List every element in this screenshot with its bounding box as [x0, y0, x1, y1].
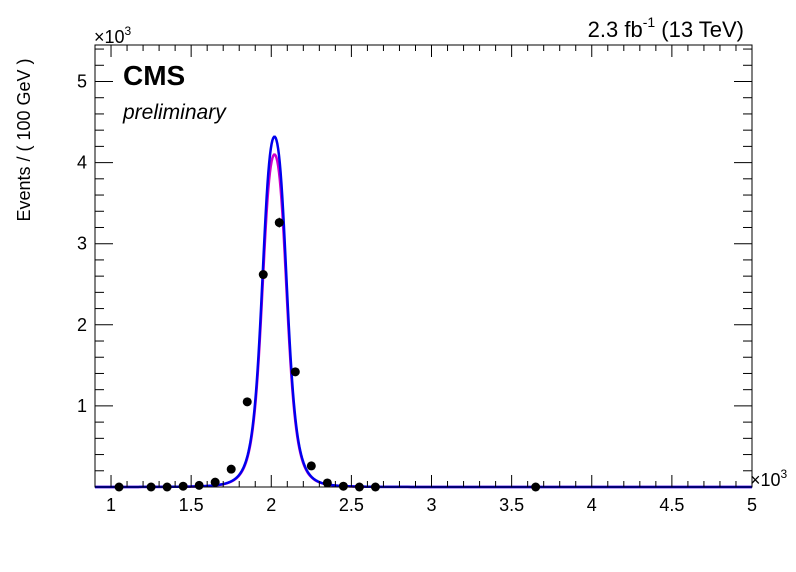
lumi-label: 2.3 fb-1 (13 TeV) — [588, 14, 744, 42]
fit-curve — [95, 153, 752, 489]
y-tick-label: 3 — [77, 234, 87, 254]
data-point — [178, 481, 188, 491]
lumi-suffix: (13 TeV) — [655, 17, 744, 42]
y-tick-label: 4 — [77, 153, 87, 173]
data-point — [290, 367, 300, 377]
data-point — [242, 397, 252, 407]
plot-frame — [94, 44, 753, 488]
y-multiplier: ×103 — [94, 24, 132, 47]
data-point — [194, 480, 204, 490]
data-point — [338, 481, 348, 491]
y-axis-title: Events / ( 100 GeV ) — [14, 58, 34, 221]
x-tick-label: 1 — [106, 495, 116, 515]
x-tick-label: 2 — [266, 495, 276, 515]
cms-label: CMS — [123, 60, 185, 91]
data-point — [306, 461, 316, 471]
x-tick-label: 4 — [587, 495, 597, 515]
lumi-exponent: -1 — [643, 14, 656, 30]
x-tick-label: 4.5 — [659, 495, 684, 515]
fit-curve — [95, 135, 752, 489]
lumi-value: 2.3 fb — [588, 17, 643, 42]
data-point — [258, 270, 268, 280]
data-point — [210, 477, 220, 487]
y-tick-label: 2 — [77, 315, 87, 335]
x-tick-label: 1.5 — [179, 495, 204, 515]
x-tick-label: 5 — [747, 495, 757, 515]
preliminary-label: preliminary — [122, 101, 227, 124]
x-tick-label: 3.5 — [499, 495, 524, 515]
x-multiplier: ×103 — [750, 467, 788, 490]
x-tick-label: 3 — [427, 495, 437, 515]
x-tick-label: 2.5 — [339, 495, 364, 515]
y-tick-label: 5 — [77, 71, 87, 91]
data-point — [274, 218, 284, 228]
y-tick-label: 1 — [77, 396, 87, 416]
data-point — [322, 478, 332, 488]
data-point — [226, 464, 236, 474]
